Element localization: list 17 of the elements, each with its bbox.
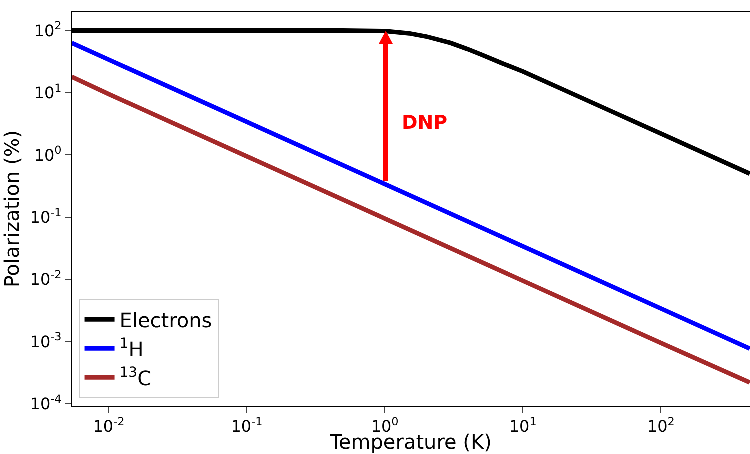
legend-label: $^{1}$H (120, 336, 144, 362)
y-tick-label: 10$^{-4}$ (30, 392, 62, 414)
y-tick-label: 10$^{0}$ (34, 144, 62, 165)
x-tick-label: 10$^{1}$ (509, 415, 537, 436)
legend-label: Electrons (120, 308, 212, 332)
y-tick-label: 10$^{2}$ (34, 20, 62, 40)
y-tick-label: 10$^{-2}$ (30, 268, 62, 290)
y-axis-title: Polarization (%) (0, 130, 24, 288)
x-tick-label: 10$^{0}$ (371, 415, 399, 436)
x-tick-label: 10$^{-1}$ (231, 415, 263, 436)
legend-label: $^{13}$C (120, 365, 152, 390)
y-tick-label: 10$^{1}$ (34, 82, 62, 103)
y-tick-label: 10$^{-3}$ (30, 330, 62, 352)
x-tick-label: 10$^{-2}$ (93, 415, 125, 436)
annotation: DNP (402, 112, 448, 134)
x-tick-label: 10$^{2}$ (647, 415, 675, 436)
y-tick-label: 10$^{-1}$ (30, 206, 62, 227)
